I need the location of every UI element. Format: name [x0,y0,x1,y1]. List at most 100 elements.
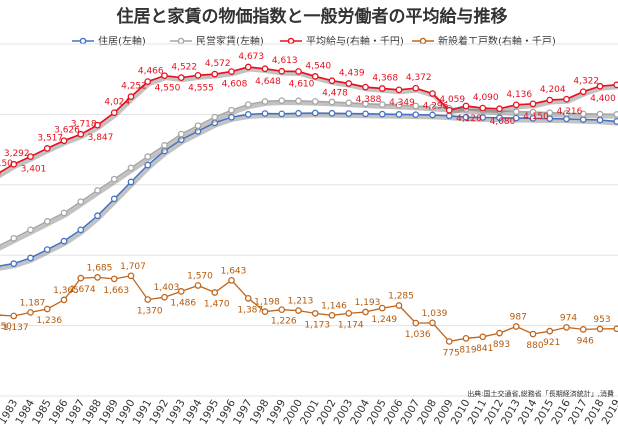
legend-item: 住居(左軸) [72,35,146,48]
data-point [429,103,436,111]
data-point [10,234,18,242]
data-point [362,308,369,316]
starts-data-label: 1,146 [321,301,347,311]
data-point [127,93,135,101]
data-point [27,226,34,234]
salary-data-label: 4,150 [523,112,549,122]
salary-data-label: 4,349 [389,98,415,108]
data-point [529,330,537,338]
data-point [94,274,101,281]
data-point [94,121,101,129]
starts-data-label: 1,039 [422,309,448,319]
data-point [144,296,152,303]
data-point [378,85,386,92]
data-point [127,178,135,186]
data-point [546,109,554,117]
legend-swatch-marker [287,37,295,45]
salary-data-label: 4,613 [272,56,298,66]
data-point [295,97,302,105]
data-point [144,153,152,160]
salary-data-label: 4,204 [540,85,566,95]
salary-data-label: 4,673 [238,52,264,62]
data-point [211,70,219,78]
data-point [579,88,587,96]
salary-data-label: 3,718 [71,119,97,129]
data-point [563,109,570,117]
salary-data-label: 4,296 [423,102,449,112]
data-point [479,114,487,121]
legend-label: 新設着工戸数(右軸・千戸) [438,35,556,48]
data-point [412,84,420,92]
starts-data-label: 1,663 [103,286,129,296]
data-point [395,111,403,118]
starts-data-label: 1,643 [221,266,247,276]
data-point [228,106,235,114]
data-point [311,310,319,317]
data-point [529,100,537,108]
data-point [445,106,453,114]
data-point [27,153,34,160]
data-point [378,101,386,108]
salary-data-label: 4,540 [305,61,331,71]
legend-item: 新設着工戸数(右軸・千戸) [412,35,556,48]
data-point [529,108,537,116]
starts-data-label: 819 [459,345,476,355]
data-point [496,329,503,337]
legend-swatch-marker [177,37,185,45]
starts-data-label: 1,685 [87,263,113,273]
starts-data-label: 1,285 [388,292,414,302]
data-point [479,333,487,341]
salary-data-label: 4,400 [590,94,616,104]
data-point [261,65,269,73]
data-point [177,288,185,295]
series-layer [0,63,618,345]
salary-data-label: 4,090 [473,93,499,103]
data-point [362,100,369,108]
data-point [278,306,286,314]
salary-data-label: 4,608 [222,80,248,90]
data-point [563,95,570,103]
data-point [228,68,235,75]
salary-data-label: 4,252 [121,82,147,92]
salary-data-label: 4,610 [289,79,315,89]
data-point [261,308,269,316]
salary-data-label: 4,372 [406,73,432,83]
series-salary [0,63,618,179]
data-point [10,312,18,320]
data-point [395,101,403,109]
starts-data-label: 921 [543,338,560,348]
data-point [261,98,269,105]
data-point [211,289,219,296]
series-rent [0,97,618,251]
data-point [311,109,319,117]
data-point [77,226,85,234]
data-point [60,137,68,145]
data-point [244,295,252,302]
data-point [144,161,152,169]
starts-data-label: 1,236 [36,316,62,326]
data-point [244,111,252,118]
data-point [412,111,420,119]
salary-data-label: 3,401 [21,165,47,175]
data-point [429,90,436,97]
starts-data-label: 1,187 [20,298,46,308]
data-point [412,319,420,327]
series-starts [0,272,618,345]
data-point [94,187,101,194]
data-point [579,110,587,118]
data-point [496,114,503,122]
salary-data-label: 4,120 [456,114,482,124]
data-point [228,113,235,121]
data-point [512,101,520,109]
data-point [462,334,470,342]
data-point [412,102,420,110]
starts-data-label: 1,403 [154,283,180,293]
legend-label: 平均給与(右軸・千円) [306,35,404,48]
salary-data-label: 4,080 [490,117,516,127]
salary-data-label: 3,517 [37,133,63,143]
starts-data-label: 1,193 [355,298,381,308]
salary-data-label: 4,478 [322,89,348,99]
legend: 住居(左軸) 民営家賃(左軸) 平均給与(右軸・千円) 新設着工戸数(右軸・千戸) [72,35,556,48]
data-point [378,304,386,312]
data-point [613,118,618,125]
